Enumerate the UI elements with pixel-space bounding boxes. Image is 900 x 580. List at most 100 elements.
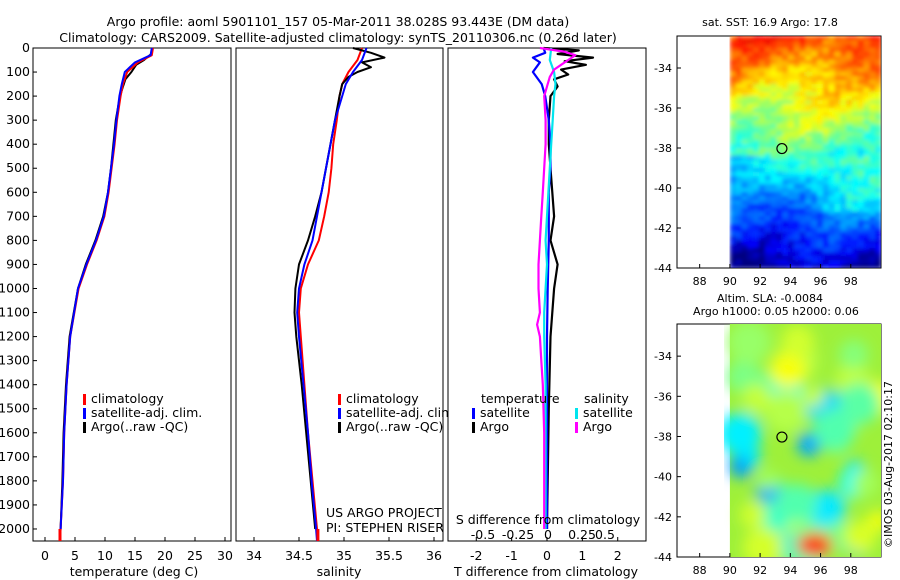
sst-cell [857, 232, 865, 237]
sst-cell [764, 240, 772, 245]
sst-cell [846, 224, 853, 229]
sst-cell [869, 204, 876, 209]
sst-cell [753, 248, 760, 253]
sst-cell [869, 164, 876, 169]
sst-cell [834, 52, 841, 57]
sst-cell [729, 36, 737, 41]
sst-cell [793, 248, 801, 253]
sst-cell [857, 64, 865, 69]
sst-cell [840, 152, 847, 157]
sla-field-cells [724, 324, 881, 557]
sst-cell [863, 120, 870, 125]
sst-cell [764, 76, 772, 81]
sst-cell [805, 212, 812, 217]
sst-cell [828, 168, 836, 173]
sst-cell [782, 160, 789, 165]
sst-cell [799, 48, 806, 53]
sst-cell [793, 236, 801, 241]
sst-cell [799, 172, 806, 177]
sst-cell [735, 52, 743, 57]
sst-cell [834, 124, 841, 129]
sst-cell [846, 108, 853, 113]
sst-cell [793, 200, 801, 205]
sst-cell [770, 264, 777, 268]
sst-cell [805, 180, 812, 185]
sst-cell [770, 88, 777, 93]
sst-cell [753, 168, 760, 173]
sst-cell [799, 252, 806, 257]
sst-cell [805, 96, 812, 101]
sst-cell [834, 204, 841, 209]
sst-cell [869, 116, 876, 121]
sst-cell [729, 128, 737, 133]
sst-cell [846, 200, 853, 205]
sst-cell [747, 140, 754, 145]
sst-cell [747, 188, 754, 193]
sst-cell [875, 124, 881, 129]
imos-credit: ©IMOS 03-Aug-2017 02:10:17 [882, 381, 895, 548]
sst-cell [834, 200, 841, 205]
sst-cell [851, 88, 859, 93]
sst-cell [770, 136, 777, 141]
sst-cell [799, 164, 806, 169]
sla-map-title-line1: Altim. SLA: -0.0084 [717, 292, 823, 305]
sst-cell [817, 164, 824, 169]
sst-cell [857, 104, 865, 109]
sst-cell [729, 140, 737, 145]
sst-cell [805, 260, 812, 265]
sst-cell [828, 212, 836, 217]
sst-cell [747, 84, 754, 89]
sst-cell [828, 132, 836, 137]
sst-cell [735, 100, 743, 105]
sst-cell [869, 48, 876, 53]
legend-label: satellite-adj. clim. [346, 405, 457, 420]
sst-cell [764, 36, 772, 41]
sst-cell [729, 156, 737, 161]
sst-cell [753, 84, 760, 89]
sst-cell [822, 180, 830, 185]
sst-cell [776, 36, 783, 41]
sst-cell [840, 164, 847, 169]
sst-cell [863, 148, 870, 153]
sst-cell [846, 176, 853, 181]
sst-cell [857, 240, 865, 245]
sst-map-panel: sat. SST: 16.9 Argo: 17.8 88 90 92 94 96 98-3… [654, 16, 882, 288]
sst-cell [788, 160, 795, 165]
difference-legend: temperature salinitysatelliteArgosatellit… [472, 391, 633, 434]
sst-cell [782, 92, 789, 97]
sst-cell [729, 204, 737, 209]
sst-cell [834, 36, 841, 41]
sst-cell [753, 236, 760, 241]
sst-cell [840, 244, 847, 249]
sst-cell [793, 60, 801, 65]
sst-cell [770, 40, 777, 45]
sst-cell [782, 196, 789, 201]
s-difference-tick-label: -0.5 [471, 527, 495, 542]
sst-cell [846, 40, 853, 45]
sst-cell [758, 240, 766, 245]
sst-cell [735, 148, 743, 153]
sla-blob [797, 432, 821, 457]
sst-cell [828, 76, 836, 81]
sst-cell [782, 172, 789, 177]
sst-cell [875, 112, 881, 117]
sst-cell [788, 40, 795, 45]
sst-cell [822, 172, 830, 177]
sst-cell [770, 256, 777, 261]
sst-cell [811, 176, 818, 181]
sst-cell [846, 104, 853, 109]
sst-cell [753, 52, 760, 57]
sst-cell [788, 208, 795, 213]
sst-cell [857, 248, 865, 253]
sst-cell [758, 76, 766, 81]
sst-cell [875, 168, 881, 173]
sst-cell [782, 60, 789, 65]
sst-cell [869, 212, 876, 217]
sst-cell [753, 36, 760, 41]
sst-cell [857, 56, 865, 61]
sst-cell [788, 248, 795, 253]
sst-cell [758, 104, 766, 109]
sst-cell [863, 180, 870, 185]
sst-cell [875, 52, 881, 57]
sst-cell [834, 148, 841, 153]
